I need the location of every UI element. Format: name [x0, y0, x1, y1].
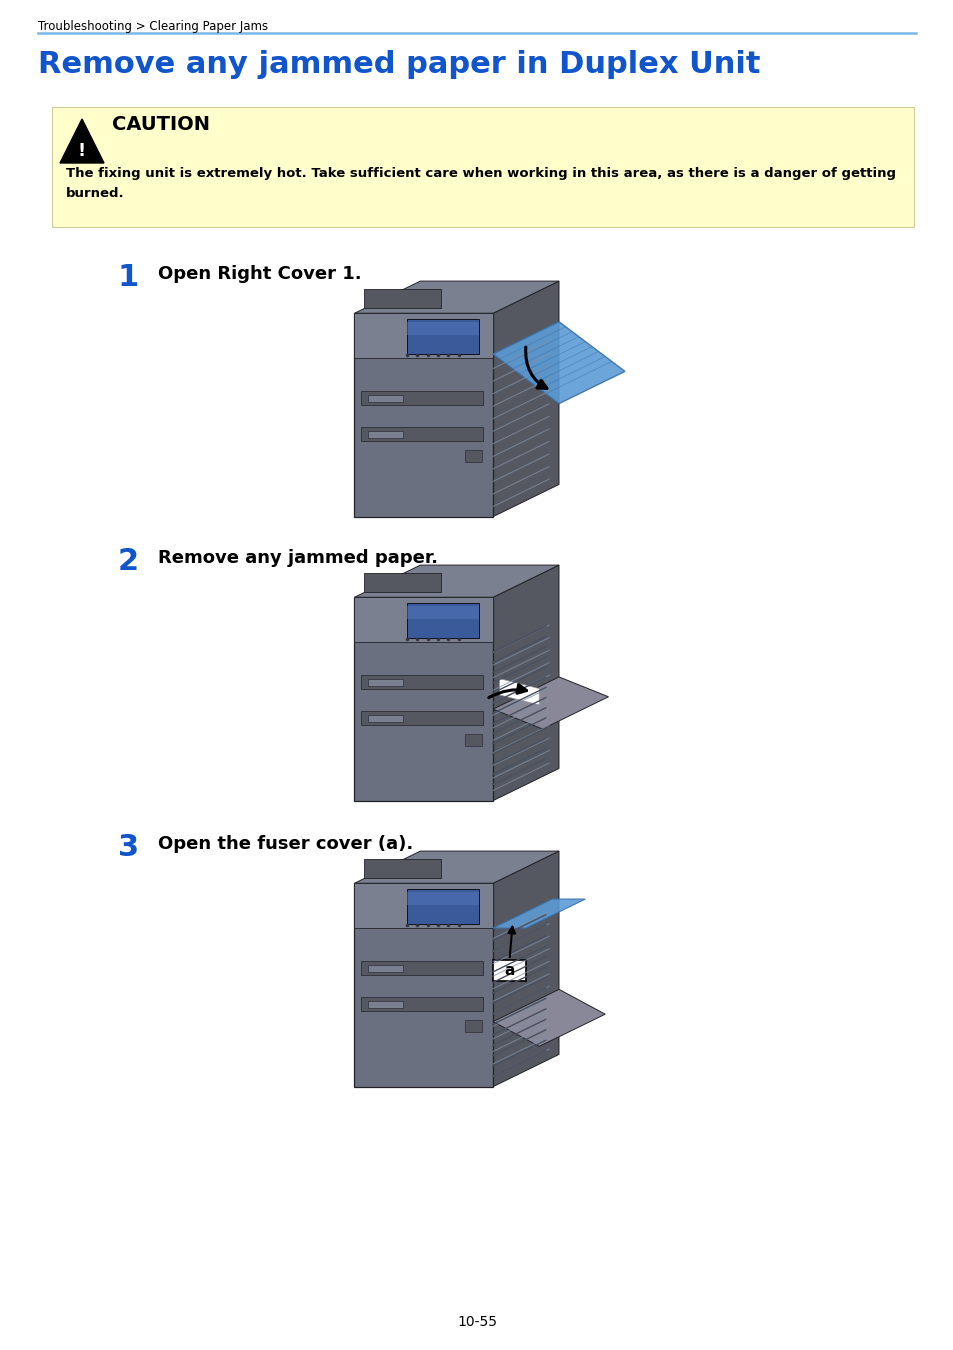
Text: Remove any jammed paper in Duplex Unit: Remove any jammed paper in Duplex Unit [38, 50, 760, 80]
Text: Remove any jammed paper.: Remove any jammed paper. [158, 549, 437, 567]
FancyBboxPatch shape [465, 450, 481, 462]
Text: 1: 1 [118, 263, 139, 292]
FancyBboxPatch shape [368, 431, 402, 439]
FancyBboxPatch shape [361, 998, 483, 1011]
FancyBboxPatch shape [354, 597, 493, 801]
FancyBboxPatch shape [354, 313, 493, 358]
FancyBboxPatch shape [361, 961, 483, 975]
Text: a: a [504, 963, 515, 977]
FancyBboxPatch shape [407, 319, 478, 355]
Polygon shape [354, 281, 558, 313]
Polygon shape [493, 566, 558, 801]
FancyBboxPatch shape [354, 883, 493, 1087]
FancyBboxPatch shape [407, 602, 478, 639]
FancyBboxPatch shape [368, 394, 402, 402]
FancyBboxPatch shape [364, 574, 440, 593]
FancyBboxPatch shape [465, 1019, 481, 1031]
Polygon shape [499, 679, 538, 705]
FancyBboxPatch shape [361, 390, 483, 405]
FancyBboxPatch shape [368, 716, 402, 722]
FancyBboxPatch shape [368, 1002, 402, 1008]
Text: Troubleshooting > Clearing Paper Jams: Troubleshooting > Clearing Paper Jams [38, 20, 268, 32]
Polygon shape [493, 899, 585, 927]
Polygon shape [493, 850, 558, 1087]
FancyBboxPatch shape [364, 289, 440, 309]
Polygon shape [354, 850, 558, 883]
FancyBboxPatch shape [368, 965, 402, 972]
FancyBboxPatch shape [407, 888, 478, 925]
FancyBboxPatch shape [354, 883, 493, 927]
FancyBboxPatch shape [361, 427, 483, 441]
Polygon shape [60, 119, 104, 163]
FancyBboxPatch shape [354, 597, 493, 643]
Polygon shape [354, 566, 558, 597]
FancyBboxPatch shape [354, 313, 493, 517]
Polygon shape [493, 281, 558, 517]
Polygon shape [493, 676, 608, 729]
Text: !: ! [78, 142, 86, 161]
FancyBboxPatch shape [52, 107, 913, 227]
Text: Open Right Cover 1.: Open Right Cover 1. [158, 265, 361, 284]
FancyBboxPatch shape [361, 675, 483, 688]
Text: 2: 2 [118, 547, 139, 576]
Text: CAUTION: CAUTION [112, 115, 210, 134]
Polygon shape [493, 990, 604, 1046]
Text: 3: 3 [118, 833, 139, 863]
Text: burned.: burned. [66, 188, 125, 200]
FancyBboxPatch shape [368, 679, 402, 686]
FancyBboxPatch shape [407, 892, 478, 904]
FancyBboxPatch shape [361, 711, 483, 725]
FancyBboxPatch shape [364, 859, 440, 879]
Text: Open the fuser cover (a).: Open the fuser cover (a). [158, 836, 413, 853]
FancyBboxPatch shape [465, 733, 481, 745]
Text: 10-55: 10-55 [456, 1315, 497, 1328]
FancyBboxPatch shape [407, 323, 478, 335]
FancyBboxPatch shape [407, 606, 478, 618]
Text: The fixing unit is extremely hot. Take sufficient care when working in this area: The fixing unit is extremely hot. Take s… [66, 167, 895, 180]
Polygon shape [493, 321, 624, 404]
FancyBboxPatch shape [493, 960, 525, 981]
